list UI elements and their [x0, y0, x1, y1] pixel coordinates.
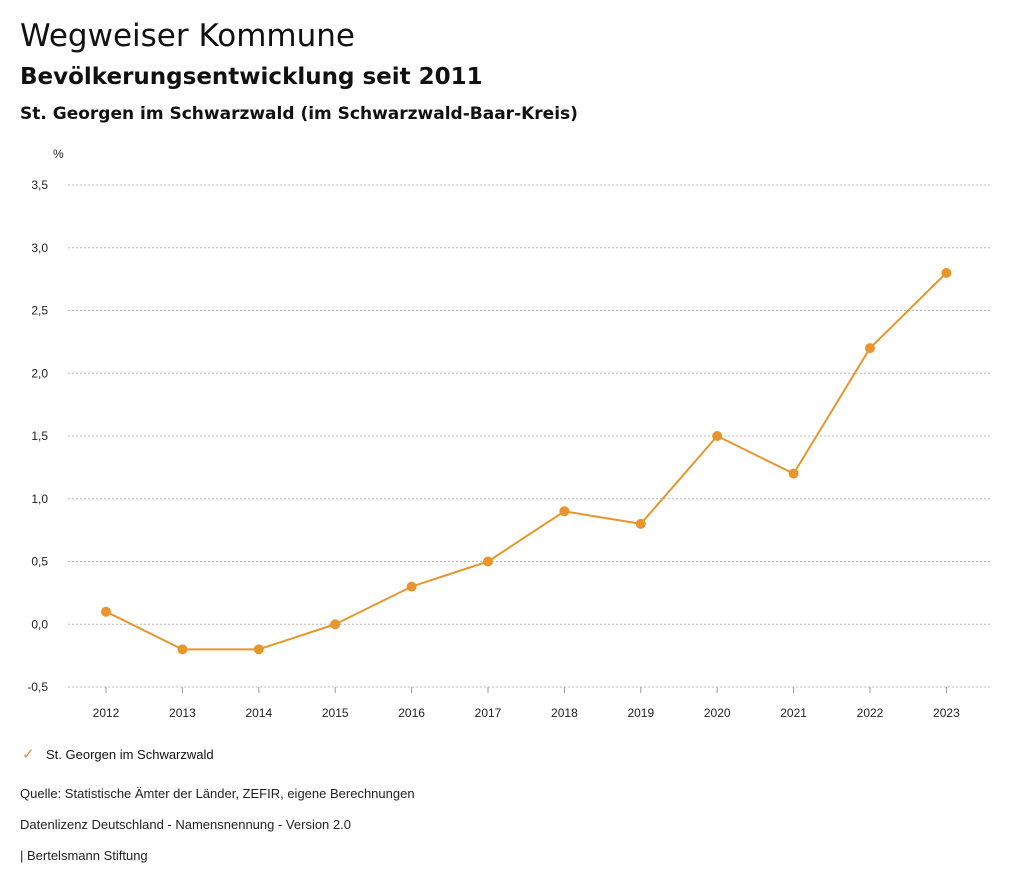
- data-point[interactable]: [865, 343, 875, 354]
- x-tick-label: 2014: [245, 706, 272, 720]
- y-axis-unit-label: %: [53, 147, 64, 161]
- series-points: [101, 267, 952, 655]
- data-point[interactable]: [788, 468, 799, 479]
- x-tick-label: 2012: [93, 706, 120, 720]
- data-point[interactable]: [483, 556, 493, 567]
- series-line: [105, 272, 948, 651]
- legend-label: St. Georgen im Schwarzwald: [46, 746, 214, 762]
- data-point[interactable]: [406, 581, 417, 592]
- source-note: Quelle: Statistische Ämter der Länder, Z…: [20, 786, 415, 801]
- x-tick-marks: [105, 687, 947, 693]
- x-tick-label: 2021: [780, 706, 807, 720]
- y-tick-labels: 3,5 3,0 2,5 2,0 1,5 1,0 0,5 0,0 -0,5: [27, 178, 48, 694]
- y-tick-label: 3,5: [31, 178, 48, 192]
- data-point[interactable]: [330, 619, 341, 630]
- x-tick-label: 2017: [475, 706, 502, 720]
- x-tick-labels: 2012 2013 2014 2015 2016 2017 2018 2019 2020 2021…: [93, 706, 960, 720]
- y-tick-label: 0,0: [31, 617, 48, 631]
- y-tick-label: -0,5: [27, 680, 48, 694]
- region-name: St. Georgen im Schwarzwald (im Schwarzwa…: [20, 104, 578, 124]
- data-point[interactable]: [712, 431, 723, 441]
- legend[interactable]: ✓ St. Georgen im Schwarzwald: [22, 745, 214, 763]
- y-tick-label: 1,0: [31, 492, 48, 506]
- chart-subtitle: Bevölkerungsentwicklung seit 2011: [20, 64, 483, 90]
- y-tick-label: 1,5: [31, 429, 48, 443]
- y-tick-label: 0,5: [31, 555, 48, 569]
- data-point[interactable]: [941, 267, 952, 278]
- y-tick-label: 3,0: [31, 241, 48, 255]
- x-tick-label: 2022: [857, 706, 884, 720]
- y-tick-label: 2,5: [31, 304, 48, 318]
- x-tick-label: 2016: [398, 706, 425, 720]
- data-point[interactable]: [101, 606, 111, 617]
- data-point[interactable]: [177, 644, 188, 655]
- x-tick-label: 2013: [169, 706, 196, 720]
- data-point[interactable]: [635, 518, 646, 529]
- x-tick-label: 2018: [551, 706, 578, 720]
- line-chart: % 3,53,02,52,01,51,00,50,0-0,5 2012 2013 2…: [27, 147, 990, 720]
- x-tick-label: 2015: [322, 706, 349, 720]
- y-tick-label: 2,0: [31, 366, 48, 380]
- x-tick-label: 2020: [704, 706, 731, 720]
- license-note: Datenlizenz Deutschland - Namensnennung …: [20, 817, 351, 832]
- publisher-note: | Bertelsmann Stiftung: [20, 848, 148, 863]
- check-icon: ✓: [22, 746, 35, 763]
- data-point[interactable]: [253, 644, 264, 655]
- grid-lines: [68, 184, 990, 688]
- page-title: Wegweiser Kommune: [20, 18, 355, 54]
- data-point[interactable]: [559, 506, 570, 517]
- x-tick-label: 2019: [627, 706, 654, 720]
- x-tick-label: 2023: [933, 706, 960, 720]
